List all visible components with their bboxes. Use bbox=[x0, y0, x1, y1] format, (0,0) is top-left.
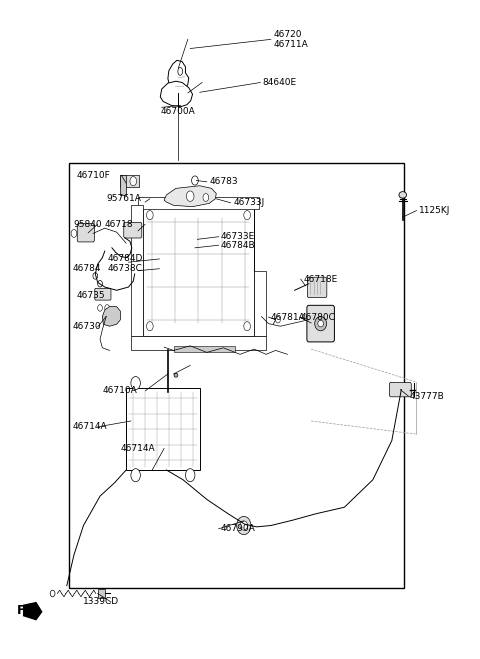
Ellipse shape bbox=[237, 517, 251, 534]
Circle shape bbox=[244, 211, 251, 219]
Text: 46718E: 46718E bbox=[304, 275, 338, 283]
FancyBboxPatch shape bbox=[95, 289, 111, 300]
Text: 46738C: 46738C bbox=[107, 264, 142, 273]
Text: 46735: 46735 bbox=[76, 291, 105, 300]
Text: 1125KJ: 1125KJ bbox=[420, 206, 451, 215]
Circle shape bbox=[97, 281, 102, 287]
Circle shape bbox=[97, 304, 102, 311]
Polygon shape bbox=[168, 60, 189, 93]
Circle shape bbox=[130, 177, 137, 186]
Circle shape bbox=[71, 229, 77, 237]
Text: 84640E: 84640E bbox=[263, 78, 297, 87]
Bar bbox=[143, 206, 254, 336]
Bar bbox=[69, 163, 404, 588]
Circle shape bbox=[146, 211, 153, 219]
Ellipse shape bbox=[178, 67, 182, 75]
Text: FR.: FR. bbox=[17, 604, 40, 617]
Bar bbox=[97, 589, 105, 598]
Circle shape bbox=[185, 469, 195, 482]
Circle shape bbox=[131, 469, 140, 482]
Text: 46784: 46784 bbox=[73, 264, 101, 273]
Circle shape bbox=[131, 376, 140, 389]
Text: 46710F: 46710F bbox=[76, 171, 110, 180]
FancyBboxPatch shape bbox=[389, 382, 411, 397]
Bar bbox=[120, 175, 139, 187]
Text: 46780C: 46780C bbox=[301, 312, 336, 322]
Text: 46718: 46718 bbox=[105, 220, 133, 229]
Text: 46711A: 46711A bbox=[273, 40, 308, 49]
FancyBboxPatch shape bbox=[124, 222, 142, 238]
Bar bbox=[120, 175, 126, 195]
Text: 46790A: 46790A bbox=[221, 525, 256, 533]
Bar bbox=[165, 388, 171, 395]
Ellipse shape bbox=[315, 316, 326, 331]
Polygon shape bbox=[164, 186, 216, 207]
Ellipse shape bbox=[399, 192, 407, 198]
Text: 46720: 46720 bbox=[273, 30, 302, 39]
Circle shape bbox=[276, 316, 280, 323]
FancyBboxPatch shape bbox=[307, 305, 335, 342]
Circle shape bbox=[186, 191, 194, 202]
Text: 46781A: 46781A bbox=[271, 312, 306, 322]
Text: 43777B: 43777B bbox=[410, 391, 444, 401]
Text: 46714A: 46714A bbox=[73, 422, 108, 432]
Ellipse shape bbox=[240, 521, 248, 530]
Circle shape bbox=[146, 322, 153, 331]
Text: 46714A: 46714A bbox=[120, 444, 155, 453]
Text: 1339CD: 1339CD bbox=[83, 598, 119, 606]
Text: 46700A: 46700A bbox=[161, 107, 196, 117]
FancyBboxPatch shape bbox=[307, 277, 327, 297]
Ellipse shape bbox=[174, 373, 178, 377]
Bar bbox=[254, 271, 266, 336]
Bar bbox=[131, 206, 143, 336]
Circle shape bbox=[50, 590, 55, 597]
Text: 46783: 46783 bbox=[209, 177, 238, 186]
Circle shape bbox=[203, 194, 209, 202]
Bar bbox=[131, 336, 266, 351]
Circle shape bbox=[192, 176, 198, 185]
Text: 46710A: 46710A bbox=[102, 386, 137, 395]
Polygon shape bbox=[102, 306, 120, 326]
Polygon shape bbox=[160, 81, 192, 107]
Text: 95840: 95840 bbox=[73, 220, 102, 229]
Circle shape bbox=[105, 304, 109, 311]
FancyBboxPatch shape bbox=[77, 223, 95, 242]
Text: 46733E: 46733E bbox=[221, 232, 255, 241]
Bar bbox=[174, 346, 235, 353]
Text: 46730: 46730 bbox=[73, 322, 102, 331]
Text: 46733J: 46733J bbox=[233, 198, 264, 207]
Text: 95761A: 95761A bbox=[106, 194, 141, 204]
Bar bbox=[126, 388, 200, 470]
Circle shape bbox=[93, 273, 97, 279]
Text: 46784D: 46784D bbox=[107, 254, 143, 264]
Polygon shape bbox=[24, 602, 42, 619]
Circle shape bbox=[244, 322, 251, 331]
Ellipse shape bbox=[318, 320, 324, 327]
Text: 46784B: 46784B bbox=[221, 241, 256, 250]
Bar bbox=[138, 197, 259, 209]
